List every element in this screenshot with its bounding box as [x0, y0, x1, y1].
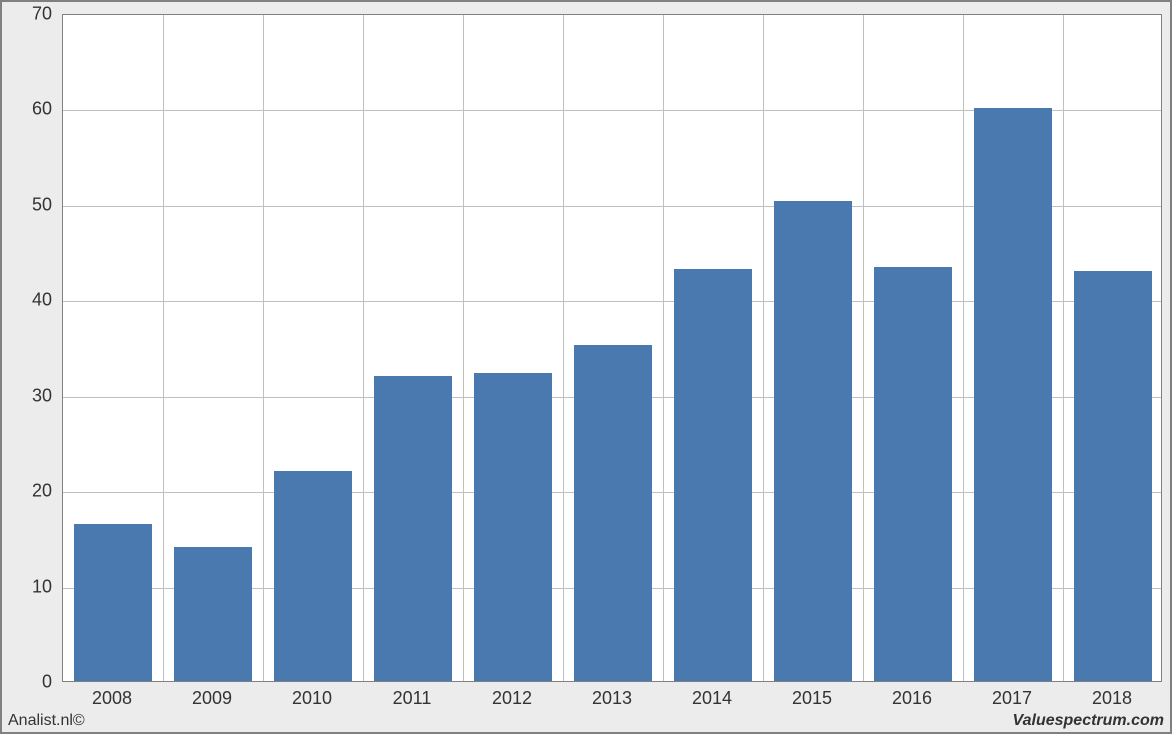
- bar: [174, 547, 252, 681]
- bar: [474, 373, 552, 681]
- y-tick-label: 60: [2, 99, 52, 120]
- plot-area: [62, 14, 1162, 682]
- gridline-v: [963, 15, 964, 681]
- x-tick-label: 2010: [292, 688, 332, 709]
- gridline-v: [763, 15, 764, 681]
- y-tick-label: 70: [2, 4, 52, 25]
- x-tick-label: 2017: [992, 688, 1032, 709]
- bar: [374, 376, 452, 681]
- bar: [74, 524, 152, 681]
- x-tick-label: 2018: [1092, 688, 1132, 709]
- x-tick-label: 2012: [492, 688, 532, 709]
- gridline-v: [563, 15, 564, 681]
- gridline-v: [663, 15, 664, 681]
- y-tick-label: 20: [2, 481, 52, 502]
- bar: [874, 267, 952, 681]
- footer-left: Analist.nl©: [8, 712, 85, 730]
- bar: [274, 471, 352, 681]
- x-tick-label: 2008: [92, 688, 132, 709]
- bar: [574, 345, 652, 681]
- x-tick-label: 2016: [892, 688, 932, 709]
- x-tick-label: 2009: [192, 688, 232, 709]
- gridline-v: [263, 15, 264, 681]
- y-tick-label: 0: [2, 672, 52, 693]
- footer-right: Valuespectrum.com: [1013, 712, 1164, 730]
- bar: [774, 201, 852, 681]
- chart-frame: 0 10 20 30 40 50 60 70 2008 2009 2010 2011 2012 2013…: [0, 0, 1172, 734]
- gridline-v: [863, 15, 864, 681]
- y-tick-label: 10: [2, 576, 52, 597]
- bar: [1074, 271, 1152, 681]
- gridline-v: [363, 15, 364, 681]
- gridline-v: [163, 15, 164, 681]
- y-tick-label: 30: [2, 385, 52, 406]
- y-tick-label: 50: [2, 194, 52, 215]
- gridline-v: [1063, 15, 1064, 681]
- gridline-v: [463, 15, 464, 681]
- bar: [974, 108, 1052, 681]
- x-tick-label: 2013: [592, 688, 632, 709]
- y-tick-label: 40: [2, 290, 52, 311]
- bar: [674, 269, 752, 681]
- x-tick-label: 2014: [692, 688, 732, 709]
- x-tick-label: 2011: [393, 688, 432, 709]
- x-tick-label: 2015: [792, 688, 832, 709]
